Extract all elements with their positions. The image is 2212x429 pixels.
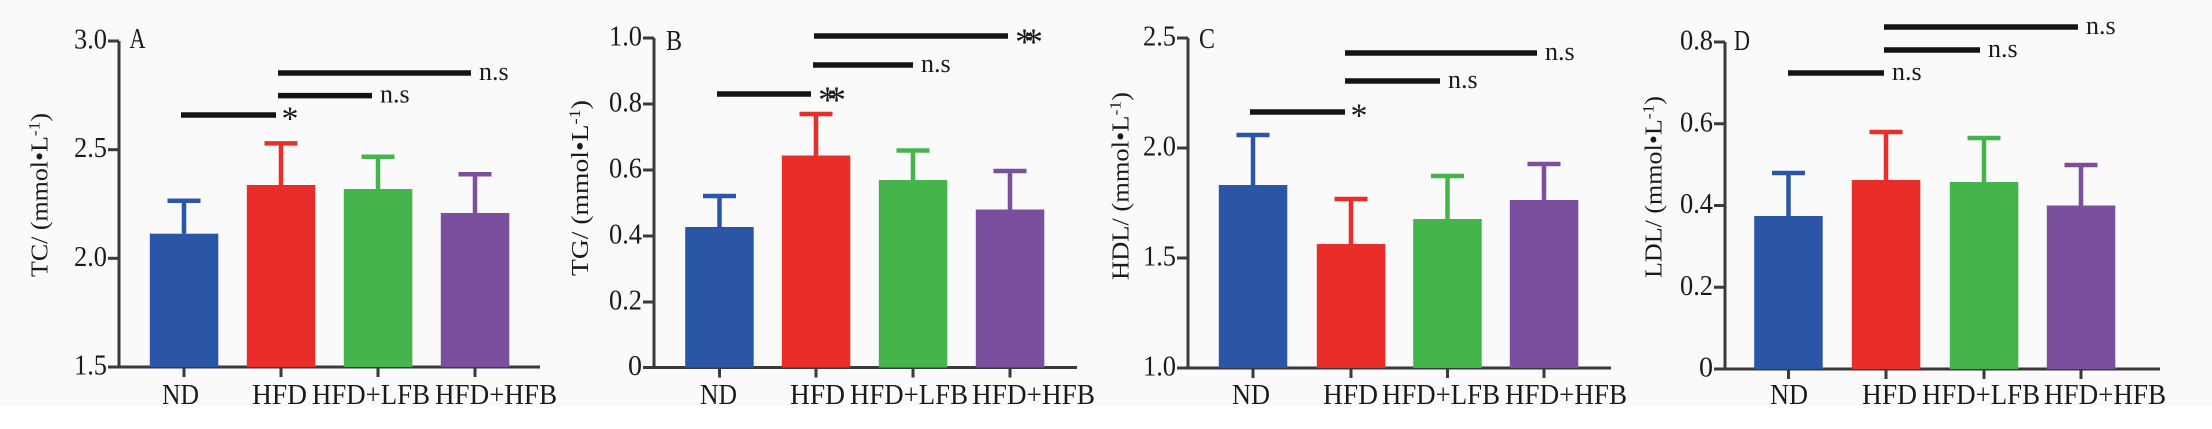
svg-text:n.s: n.s	[1988, 34, 2018, 63]
svg-text:HFD: HFD	[790, 380, 845, 411]
svg-text:HFD+HFB: HFD+HFB	[2044, 380, 2166, 411]
svg-text:HFD+LFB: HFD+LFB	[1922, 380, 2040, 411]
svg-text:HDL/ (mmol•L-1): HDL/ (mmol•L-1)	[1108, 92, 1135, 280]
svg-text:ND: ND	[162, 380, 199, 411]
svg-text:ND: ND	[1232, 380, 1270, 411]
svg-text:2.0: 2.0	[1143, 132, 1176, 163]
svg-text:0.8: 0.8	[609, 88, 642, 119]
svg-text:TG/ (mmol•L-1): TG/ (mmol•L-1)	[567, 100, 594, 276]
svg-text:0: 0	[628, 351, 642, 382]
svg-text:1.5: 1.5	[74, 351, 107, 382]
svg-text:0.2: 0.2	[1680, 271, 1713, 302]
svg-text:HFD+LFB: HFD+LFB	[1382, 380, 1500, 411]
svg-text:2.5: 2.5	[1143, 22, 1176, 53]
svg-text:0.8: 0.8	[1680, 26, 1713, 57]
svg-text:2.5: 2.5	[74, 133, 107, 164]
svg-text:0.2: 0.2	[609, 286, 642, 317]
svg-text:TC/ (mmol•L-1): TC/ (mmol•L-1)	[27, 113, 54, 277]
svg-text:HFD+LFB: HFD+LFB	[850, 380, 968, 411]
svg-text:n.s: n.s	[479, 57, 509, 86]
svg-text:n.s: n.s	[1448, 65, 1478, 94]
svg-text:n.s: n.s	[2086, 11, 2116, 40]
svg-text:n.s: n.s	[1892, 57, 1922, 86]
svg-text:A: A	[130, 24, 147, 55]
svg-text:ND: ND	[700, 380, 737, 411]
svg-text:LDL/ (mmol•L-1): LDL/ (mmol•L-1)	[1641, 96, 1668, 278]
svg-text:ND: ND	[1770, 380, 1808, 411]
svg-text:0.4: 0.4	[609, 220, 642, 251]
svg-text:n.s: n.s	[380, 80, 410, 109]
svg-text:1.5: 1.5	[1143, 242, 1176, 273]
svg-text:1.0: 1.0	[1143, 352, 1176, 383]
svg-text:HFD+HFB: HFD+HFB	[1505, 380, 1627, 411]
svg-text:n.s: n.s	[1545, 37, 1575, 66]
svg-text:1.0: 1.0	[609, 22, 642, 53]
svg-text:HFD: HFD	[252, 380, 307, 411]
svg-text:C: C	[1199, 24, 1215, 55]
svg-text:HFD: HFD	[1323, 380, 1378, 411]
svg-text:*: *	[1351, 98, 1368, 135]
svg-text:0.4: 0.4	[1680, 189, 1713, 220]
svg-text:2.0: 2.0	[74, 242, 107, 273]
svg-text:HFD+HFB: HFD+HFB	[435, 380, 557, 411]
svg-text:*: *	[282, 101, 299, 138]
svg-text:0.6: 0.6	[1680, 107, 1713, 138]
svg-text:0: 0	[1699, 353, 1713, 384]
svg-text:HFD+HFB: HFD+HFB	[972, 380, 1095, 411]
svg-text:HFD+LFB: HFD+LFB	[312, 380, 430, 411]
svg-text:D: D	[1734, 26, 1750, 57]
svg-text:0.6: 0.6	[609, 154, 642, 185]
svg-text:HFD: HFD	[1862, 380, 1917, 411]
svg-text:n.s: n.s	[921, 49, 951, 78]
svg-text:3.0: 3.0	[74, 25, 107, 56]
svg-text:B: B	[666, 26, 682, 57]
